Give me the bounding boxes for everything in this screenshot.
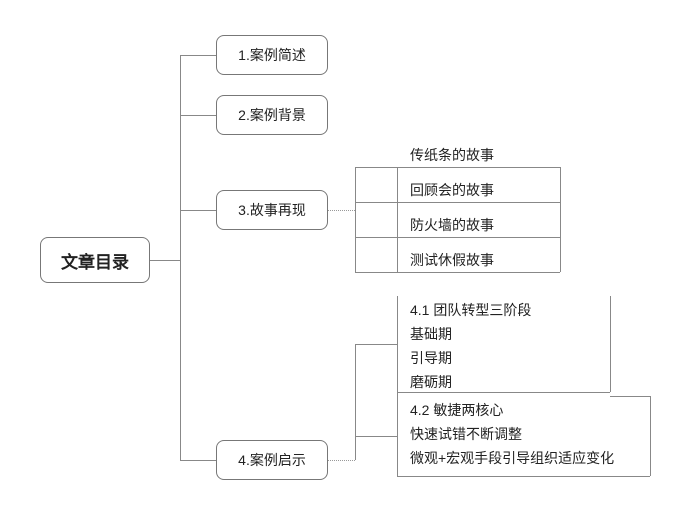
- connector-h: [180, 115, 216, 116]
- connector-dotted: [328, 210, 355, 211]
- group4a-item-2: 磨砺期: [410, 372, 452, 392]
- connector-h: [355, 272, 397, 273]
- connector-h: [355, 436, 397, 437]
- connector-h: [397, 392, 610, 393]
- connector-v: [650, 396, 651, 476]
- group4a-item-1: 引导期: [410, 348, 452, 368]
- group3-item-0: 传纸条的故事: [410, 145, 494, 165]
- level1-node-2: 2.案例背景: [216, 95, 328, 135]
- connector-h: [610, 396, 650, 397]
- connector-h: [180, 210, 216, 211]
- group4b-item-1: 微观+宏观手段引导组织适应变化: [410, 448, 614, 468]
- level1-node-3: 3.故事再现: [216, 190, 328, 230]
- connector-h: [355, 202, 397, 203]
- connector-v: [397, 392, 398, 476]
- root-node: 文章目录: [40, 237, 150, 283]
- connector-v: [355, 344, 356, 460]
- group4b-item-0: 快速试错不断调整: [410, 424, 522, 444]
- connector-h: [397, 476, 650, 477]
- connector-h: [355, 237, 397, 238]
- connector-h: [180, 460, 216, 461]
- diagram-canvas: 文章目录 1.案例简述 2.案例背景 3.故事再现 4.案例启示 传纸条的故事回顾会的故事…: [0, 0, 689, 519]
- connector-h: [397, 167, 560, 168]
- connector-h: [150, 260, 180, 261]
- connector-h: [355, 167, 397, 168]
- connector-h: [180, 55, 216, 56]
- connector-h: [397, 272, 560, 273]
- connector-v: [355, 167, 356, 272]
- connector-v: [610, 296, 611, 392]
- group4b-title: 4.2 敏捷两核心: [410, 400, 503, 420]
- group3-item-2: 防火墙的故事: [410, 215, 494, 235]
- group4a-item-0: 基础期: [410, 324, 452, 344]
- connector-v: [397, 296, 398, 392]
- connector-h: [397, 237, 560, 238]
- group4a-title: 4.1 团队转型三阶段: [410, 300, 531, 320]
- connector-h: [355, 344, 397, 345]
- connector-v: [560, 167, 561, 272]
- connector-v: [397, 167, 398, 272]
- level1-node-1: 1.案例简述: [216, 35, 328, 75]
- connector-dotted: [328, 460, 355, 461]
- group3-item-3: 测试休假故事: [410, 250, 494, 270]
- group3-item-1: 回顾会的故事: [410, 180, 494, 200]
- level1-node-4: 4.案例启示: [216, 440, 328, 480]
- connector-h: [397, 202, 560, 203]
